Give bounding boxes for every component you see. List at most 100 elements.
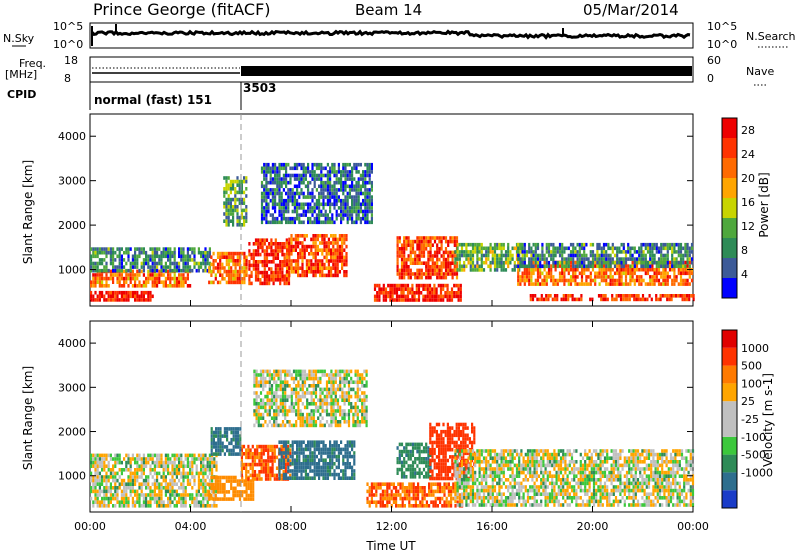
heatmap-cell: [316, 259, 319, 263]
heatmap-cell: [359, 191, 362, 196]
heatmap-cell: [302, 195, 305, 199]
heatmap-cell: [319, 241, 322, 245]
heatmap-cell: [421, 493, 424, 497]
heatmap-cell: [644, 267, 647, 272]
heatmap-cell: [368, 486, 371, 490]
heatmap-cell: [230, 486, 233, 491]
heatmap-cell: [547, 294, 550, 298]
heatmap-cell: [160, 268, 163, 273]
heatmap-cell: [373, 500, 376, 504]
heatmap-cell: [662, 257, 665, 261]
heatmap-cell: [613, 271, 617, 276]
heatmap-cell: [189, 504, 192, 508]
heatmap-cell: [318, 177, 321, 181]
heatmap-cell: [640, 260, 643, 265]
heatmap-cell: [657, 260, 661, 265]
heatmap-cell: [340, 170, 343, 174]
heatmap-cell: [171, 276, 174, 281]
heatmap-cell: [444, 236, 448, 240]
heatmap-cell: [208, 490, 211, 494]
heatmap-cell: [311, 454, 314, 459]
nave-tick-top: 60: [707, 54, 721, 67]
heatmap-cell: [276, 274, 280, 278]
heatmap-cell: [251, 444, 254, 449]
heatmap-cell: [418, 257, 421, 262]
heatmap-cell: [458, 242, 461, 247]
heatmap-cell: [258, 455, 261, 460]
heatmap-cell: [269, 220, 272, 225]
heatmap-cell: [411, 446, 415, 450]
heatmap-cell: [327, 273, 330, 278]
heatmap-cell: [644, 242, 647, 247]
heatmap-cell: [406, 493, 409, 497]
heatmap-cell: [496, 253, 499, 258]
heatmap-cell: [396, 254, 399, 258]
heatmap-cell: [182, 460, 185, 465]
heatmap-cell: [103, 276, 106, 281]
heatmap-cell: [351, 220, 354, 225]
heatmap-cell: [219, 273, 222, 277]
heatmap-cell: [602, 294, 605, 298]
heatmap-cell: [197, 482, 200, 486]
heatmap-cell: [397, 489, 400, 494]
heatmap-cell: [134, 261, 137, 266]
heatmap-cell: [329, 180, 332, 185]
heatmap-cell: [583, 253, 586, 258]
heatmap-cell: [471, 260, 475, 265]
heatmap-cell: [320, 162, 323, 167]
heatmap-cell: [238, 259, 242, 263]
heatmap-cell: [320, 213, 323, 217]
heatmap-cell: [640, 253, 643, 258]
heatmap-cell: [271, 191, 274, 196]
heatmap-cell: [605, 271, 608, 276]
heatmap-cell: [398, 239, 401, 244]
heatmap-cell: [334, 273, 337, 278]
heatmap-cell: [427, 250, 430, 255]
heatmap-cell: [666, 271, 669, 276]
heatmap-cell: [251, 455, 254, 460]
heatmap-cell: [504, 250, 508, 254]
heatmap-cell: [156, 464, 159, 468]
heatmap-cell: [282, 444, 285, 448]
heatmap-cell: [395, 294, 399, 299]
heatmap-cell: [639, 297, 642, 302]
heatmap-cell: [403, 489, 406, 494]
heatmap-cell: [465, 250, 468, 254]
heatmap-cell: [214, 482, 217, 487]
heatmap-cell: [241, 493, 244, 498]
heatmap-cell: [416, 464, 419, 468]
heatmap-cell: [447, 265, 450, 269]
heatmap-cell: [414, 275, 417, 280]
heatmap-cell: [105, 298, 108, 302]
heatmap-cell: [263, 162, 266, 167]
heatmap-cell: [271, 452, 274, 456]
heatmap-cell: [406, 291, 410, 295]
heatmap-cell: [600, 260, 603, 265]
heatmap-cell: [400, 449, 404, 454]
heatmap-cell: [313, 465, 316, 470]
heatmap-cell: [171, 471, 174, 476]
heatmap-cell: [378, 287, 381, 291]
heatmap-cell: [345, 237, 348, 242]
heatmap-cell: [310, 270, 313, 274]
heatmap-cell: [615, 294, 618, 298]
heatmap-cell: [302, 209, 305, 214]
heatmap-cell: [206, 489, 209, 494]
heatmap-cell: [651, 253, 654, 258]
heatmap-cell: [408, 496, 411, 501]
heatmap-cell: [101, 250, 104, 255]
heatmap-cell: [96, 276, 99, 281]
heatmap-cell: [357, 213, 360, 217]
heatmap-cell: [118, 280, 121, 284]
heatmap-cell: [455, 291, 458, 295]
heatmap-cell: [395, 500, 398, 504]
heatmap-cell: [362, 173, 365, 178]
heatmap-cell: [641, 297, 645, 302]
heatmap-cell: [101, 496, 104, 501]
heatmap-cell: [454, 504, 457, 508]
heatmap-cell: [429, 243, 432, 247]
heatmap-cell: [324, 472, 327, 477]
heatmap-cell: [493, 264, 497, 269]
heatmap-cell: [120, 504, 123, 508]
heatmap-cell: [240, 444, 243, 449]
